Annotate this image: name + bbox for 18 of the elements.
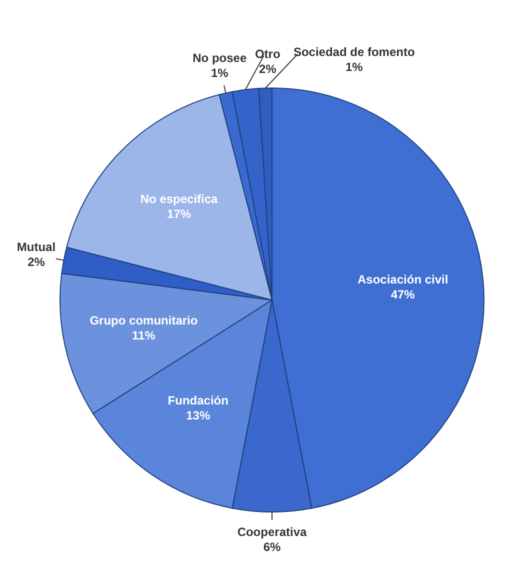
data-label: 2%	[28, 255, 46, 270]
data-label: 13%	[186, 408, 210, 423]
data-label: 17%	[167, 207, 192, 222]
slice-label: Mutual	[16, 240, 56, 254]
data-label: 1%	[345, 60, 364, 74]
slice-label: Cooperativa	[237, 525, 307, 539]
slice-label: Fundación	[168, 394, 228, 408]
slice-label: Sociedad de fomento	[293, 45, 415, 60]
data-label: 11%	[132, 328, 156, 343]
data-label: 47%	[390, 288, 416, 302]
data-label: 2%	[258, 62, 277, 76]
data-label: 1%	[210, 66, 229, 80]
slice-label: Grupo comunitario	[90, 314, 198, 328]
slice-label: No especifica	[140, 192, 218, 206]
slice-label: No posee	[192, 50, 247, 65]
data-label: 6%	[263, 540, 281, 554]
slice-label: Otro	[254, 46, 280, 61]
slice-label: Asociación civil	[358, 272, 448, 287]
